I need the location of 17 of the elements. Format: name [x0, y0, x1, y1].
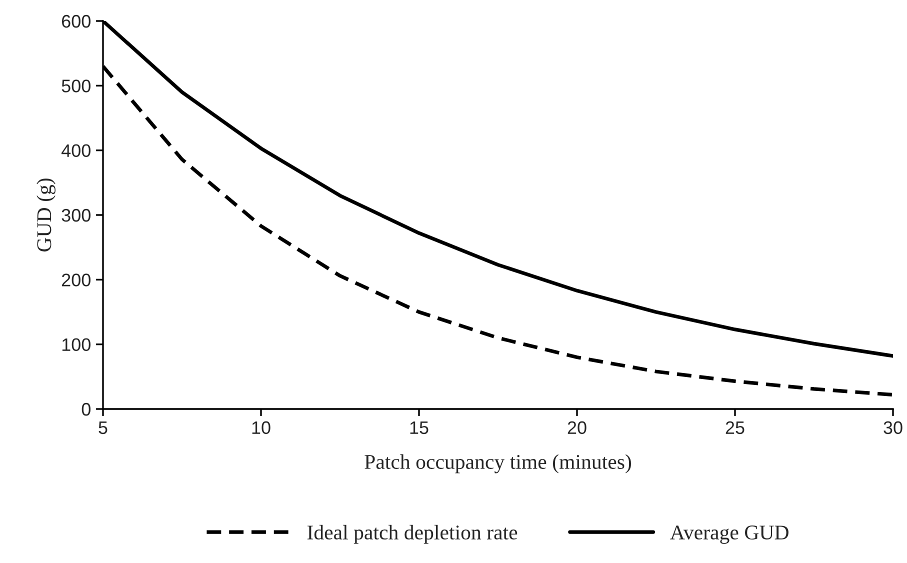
- x-tick-label: 25: [726, 421, 744, 434]
- x-tick-label: 20: [568, 421, 586, 434]
- y-tick-label: 0: [82, 402, 90, 416]
- x-tick-label: 15: [410, 421, 428, 434]
- y-axis-title: GUD (g): [36, 178, 56, 252]
- legend-label: Average GUD: [670, 526, 788, 544]
- x-tick-label: 5: [98, 421, 108, 434]
- x-axis-title: Patch occupancy time (minutes): [364, 454, 632, 474]
- y-tick-label: 100: [62, 338, 90, 352]
- y-tick-label: 500: [62, 80, 90, 92]
- x-tick-label: 30: [884, 421, 902, 434]
- y-tick-label: 600: [62, 14, 90, 28]
- y-tick-label: 300: [62, 208, 90, 222]
- x-tick-label: 10: [252, 421, 270, 434]
- y-tick-label: 200: [62, 274, 90, 286]
- y-tick-label: 400: [61, 144, 90, 158]
- legend-label: Ideal patch depletion rate: [307, 524, 518, 544]
